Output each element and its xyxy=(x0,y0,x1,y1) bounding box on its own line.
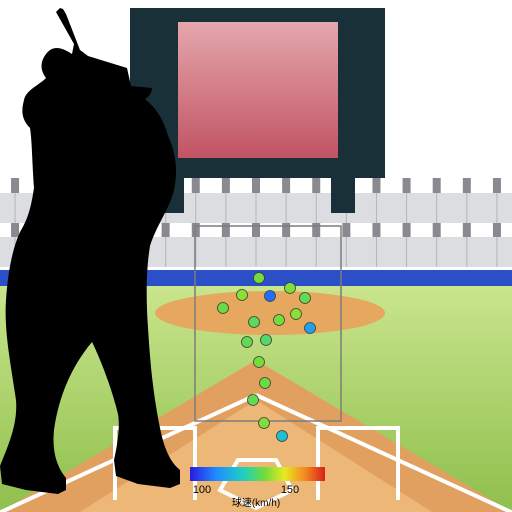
pitch-dot xyxy=(242,337,253,348)
pitch-dot xyxy=(260,378,271,389)
legend-tick: 150 xyxy=(281,484,299,496)
legend-colorbar xyxy=(190,467,325,481)
pitch-dot xyxy=(261,335,272,346)
pitch-dot xyxy=(248,395,259,406)
pitch-dot xyxy=(274,315,285,326)
pitch-dot xyxy=(218,303,229,314)
pitch-dot xyxy=(277,431,288,442)
pitch-dot xyxy=(237,290,248,301)
pitch-dot xyxy=(285,283,296,294)
pitch-dot xyxy=(291,309,302,320)
pitch-location-chart: 100 150球速(km/h) xyxy=(0,0,512,512)
pitch-dot xyxy=(305,323,316,334)
scoreboard-screen xyxy=(178,22,338,158)
legend-tick: 100 xyxy=(193,484,211,496)
pitch-dot xyxy=(259,418,270,429)
legend-title: 球速(km/h) xyxy=(232,496,280,509)
pitch-dot xyxy=(265,291,276,302)
pitch-dot xyxy=(300,293,311,304)
pitch-dot xyxy=(249,317,260,328)
pitch-dot xyxy=(254,273,265,284)
pitch-dot xyxy=(254,357,265,368)
